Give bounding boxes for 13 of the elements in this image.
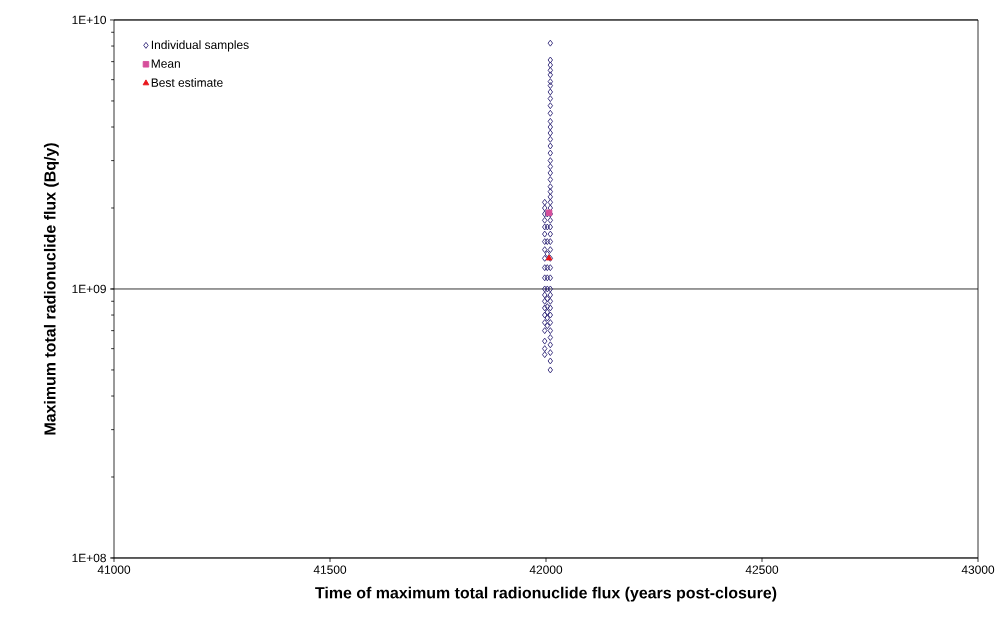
legend-label: Mean [151, 59, 180, 68]
legend-label: Individual samples [151, 40, 249, 52]
x-axis-title: Time of maximum total radionuclide flux (years post-closure) [315, 586, 777, 602]
x-tick-label: 41500 [313, 565, 347, 574]
x-tick-label: 42000 [529, 565, 563, 574]
y-tick-label: 1E+09 [72, 284, 106, 294]
x-tick-label: 41000 [97, 565, 131, 574]
y-tick-label: 1E+10 [72, 15, 107, 25]
x-tick-label: 43000 [961, 565, 995, 574]
legend-label: Best estimate [151, 78, 223, 87]
y-axis-title: Maximum total radionuclide flux (Bq/y) [43, 143, 59, 435]
y-tick-label: 1E+08 [72, 553, 106, 563]
x-tick-label: 42500 [745, 565, 779, 574]
